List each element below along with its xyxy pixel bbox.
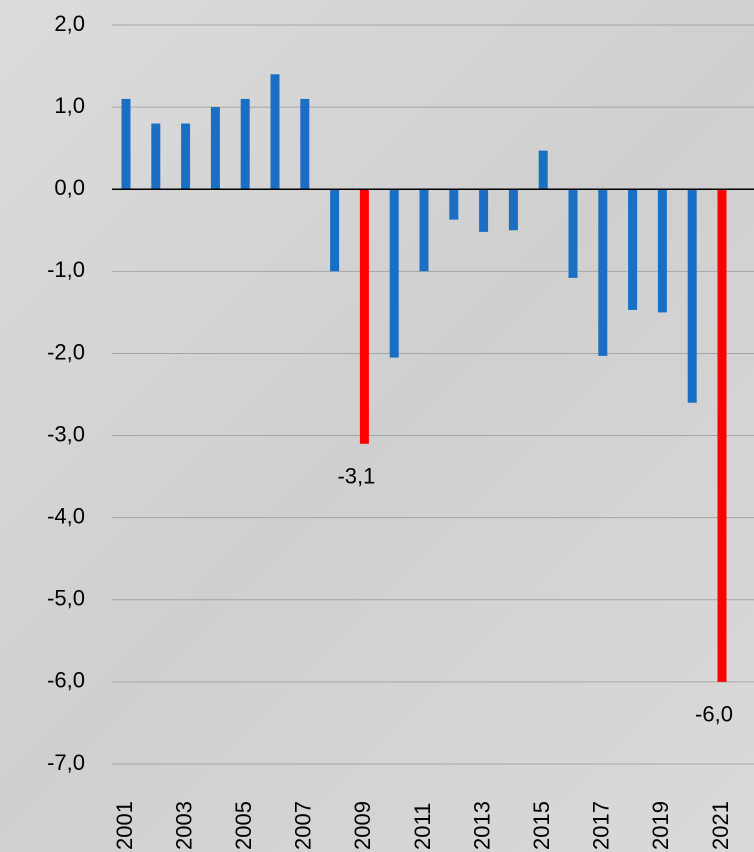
x-tick-label: 2001 [112,801,137,850]
x-tick-label: 2011 [410,803,435,850]
y-tick-label: 1,0 [54,93,85,118]
bar [628,189,637,310]
bar [271,74,280,189]
bar [330,189,339,271]
x-tick-label: 2017 [589,801,614,850]
y-tick-label: -6,0 [47,668,85,693]
bar [211,107,220,189]
y-tick-label: 2,0 [54,11,85,36]
bar [122,99,131,189]
y-tick-label: -3,0 [47,421,85,446]
bar [241,99,250,189]
bar [360,189,369,444]
value-label: -6,0 [695,702,733,727]
x-tick-label: 2013 [469,801,494,850]
bar [420,189,429,271]
y-tick-label: -2,0 [47,339,85,364]
bar [569,189,578,278]
bar [151,124,160,190]
y-tick-label: -1,0 [47,257,85,282]
bar [300,99,309,189]
y-tick-label: -4,0 [47,503,85,528]
value-label: -3,1 [337,464,375,489]
y-tick-label: 0,0 [54,175,85,200]
bar [449,189,458,219]
x-tick-label: 2009 [350,801,375,850]
x-tick-label: 2021 [708,801,733,850]
x-tick-label: 2019 [648,801,673,850]
bar [539,151,548,190]
x-tick-label: 2005 [231,801,256,850]
y-tick-label: -5,0 [47,586,85,611]
bar [718,189,727,682]
bar [479,189,488,232]
x-tick-label: 2003 [171,801,196,850]
x-tick-label: 2015 [529,801,554,850]
x-tick-label: 2007 [291,801,316,850]
chart: 2,0 1,0 0,0 -1,0 -2,0 -3,0 -4,0 -5,0 -6,0 -7,0 200… [0,0,754,852]
bar [390,189,399,357]
bar [688,189,697,402]
bar [509,189,518,230]
bar [181,124,190,190]
bar [658,189,667,312]
bar [598,189,607,356]
y-tick-label: -7,0 [47,750,85,775]
